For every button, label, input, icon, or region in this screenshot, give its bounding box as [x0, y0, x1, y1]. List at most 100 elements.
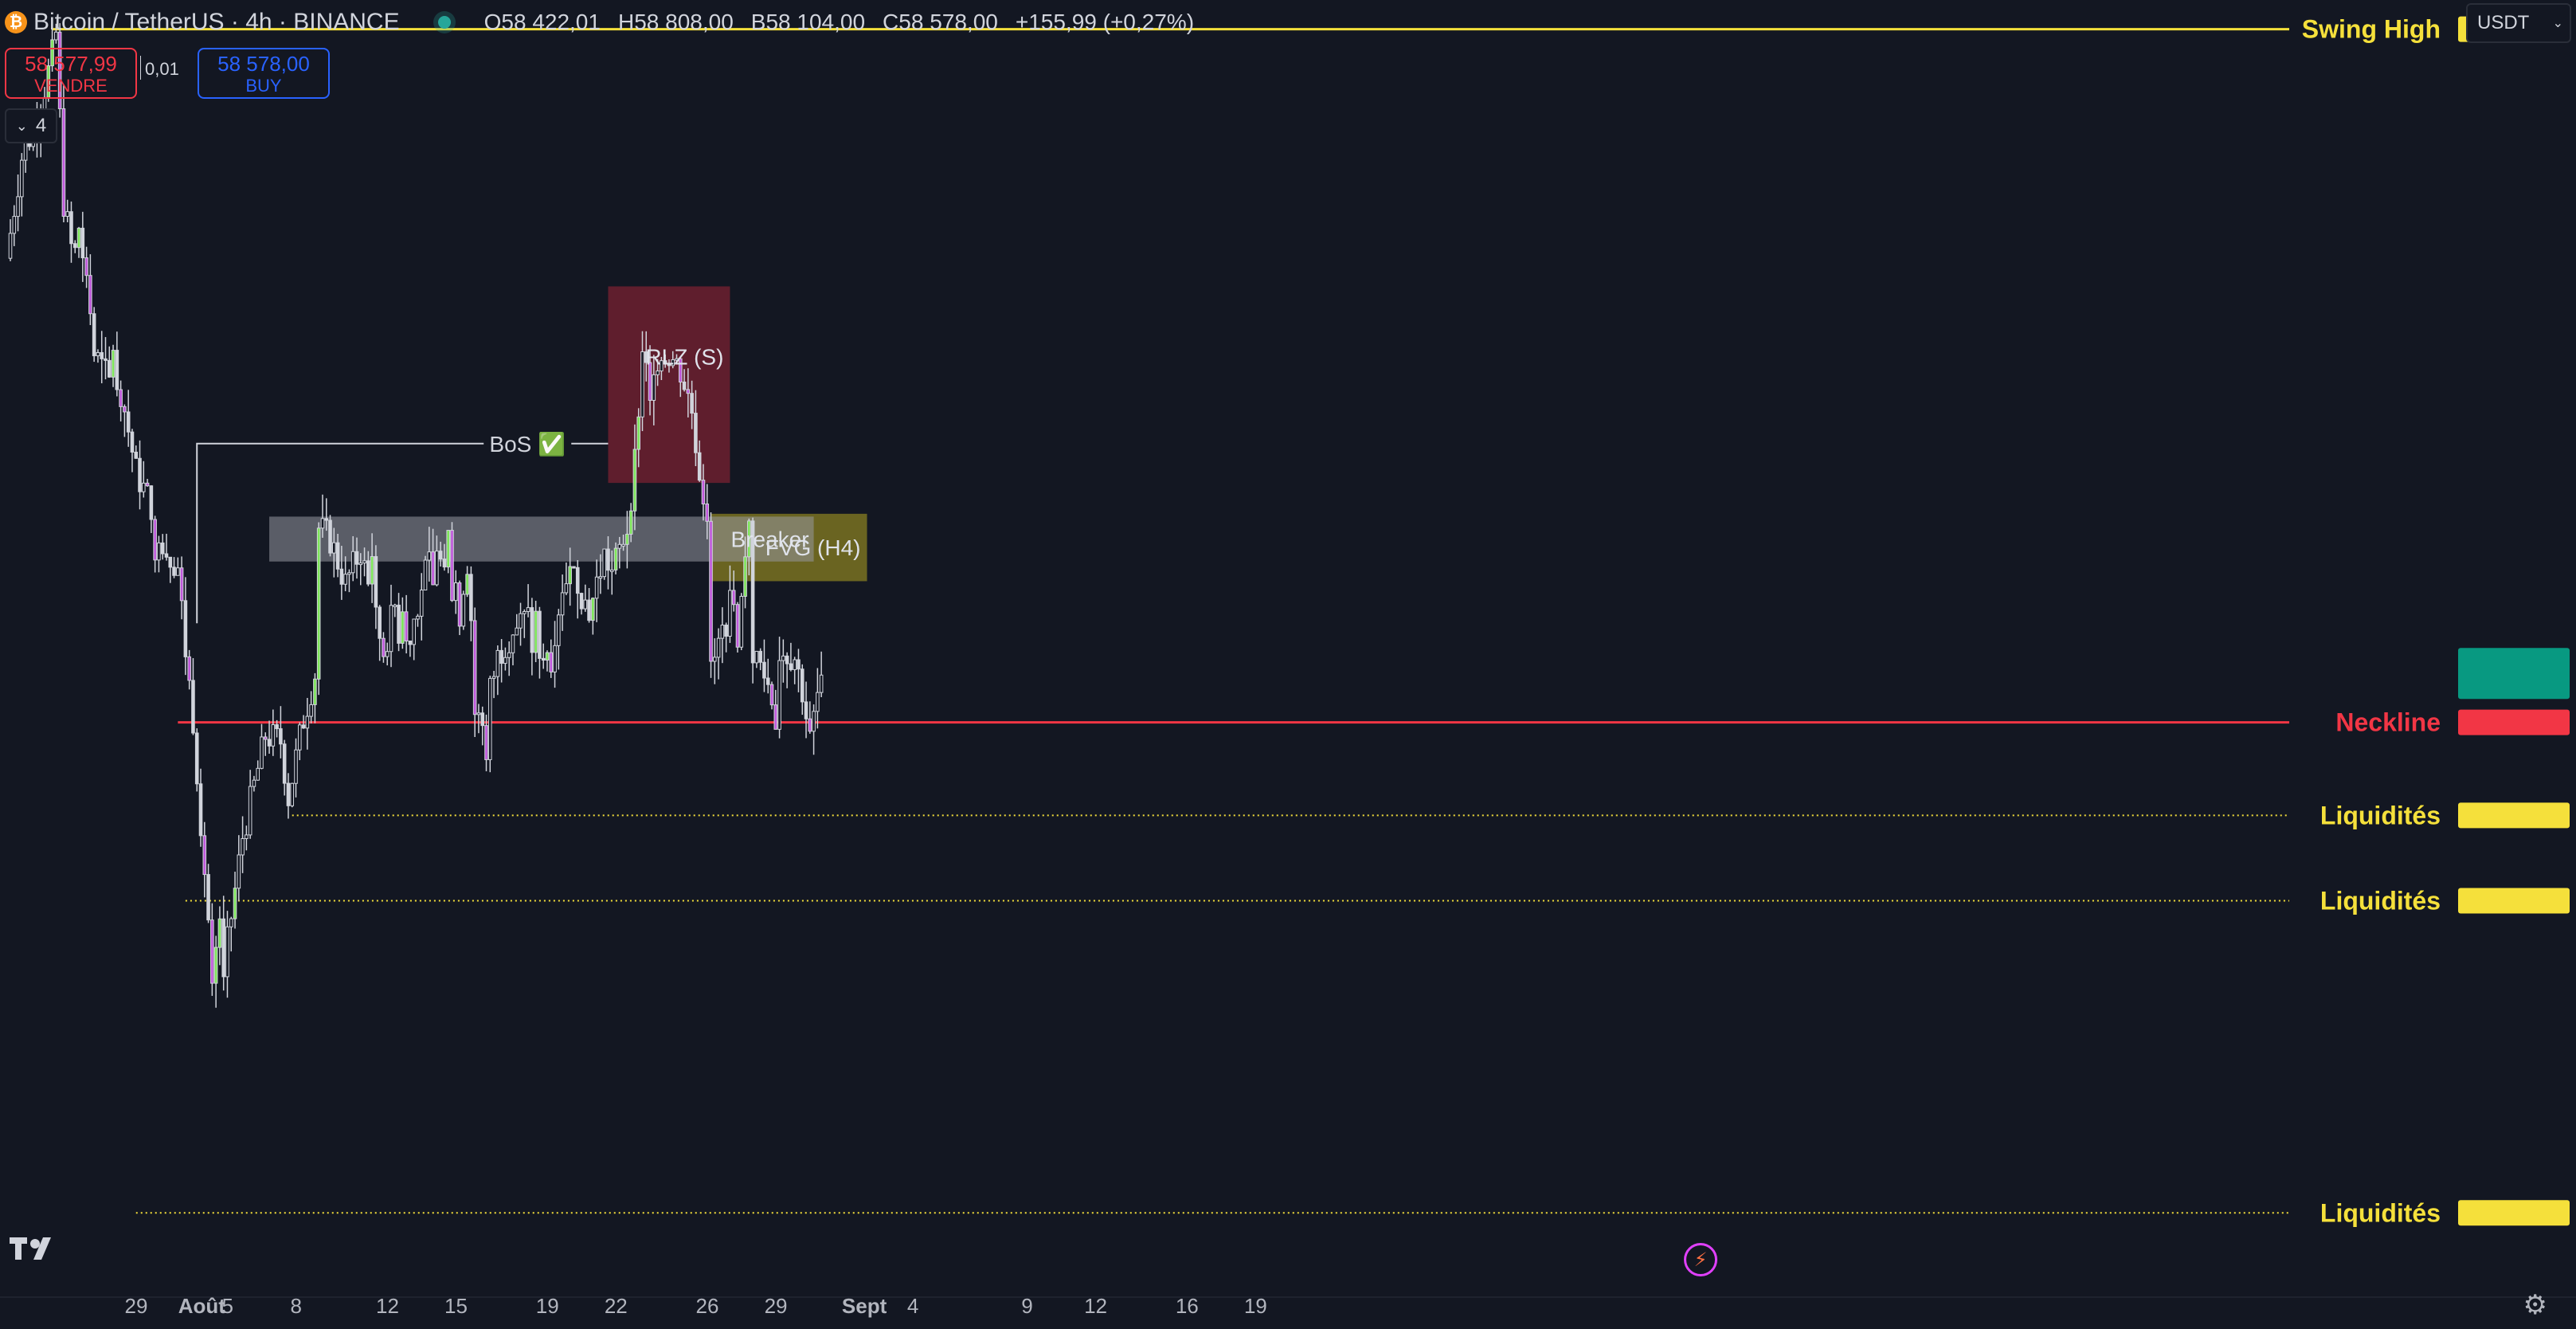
candle-body: [382, 637, 386, 657]
candle-body: [713, 657, 717, 662]
candle-body: [800, 668, 805, 703]
candle-body: [100, 352, 104, 359]
candle-body: [65, 211, 70, 217]
candle-body: [469, 574, 473, 621]
candle-body: [187, 656, 191, 681]
candle-body: [472, 620, 477, 715]
candle-body: [160, 542, 165, 555]
candle-body: [515, 627, 519, 636]
candle-body: [476, 712, 481, 715]
candle-body: [656, 370, 660, 375]
candle-body: [450, 530, 454, 602]
symbol-title[interactable]: Bitcoin / TetherUS · 4h · BINANCE: [33, 9, 400, 35]
candle-body: [282, 743, 287, 784]
candle-body: [750, 520, 755, 664]
candle-body: [271, 724, 276, 747]
candle-body: [465, 574, 469, 595]
candle-body: [526, 607, 530, 613]
gear-icon[interactable]: ⚙: [2523, 1290, 2547, 1320]
time-tick-label: 19: [1244, 1294, 1267, 1318]
ohlc-readout: O58 422,01 H58 808,00 B58 104,00 C58 578…: [484, 10, 1194, 35]
breaker-zone: [269, 516, 814, 562]
candle-body: [690, 393, 694, 414]
candle-body: [237, 854, 241, 889]
candle-body: [609, 569, 614, 572]
candle-body: [640, 351, 644, 418]
candle-body: [412, 618, 416, 645]
candle-body: [587, 599, 591, 621]
time-tick-label: 12: [1084, 1294, 1107, 1318]
candle-body: [652, 374, 656, 401]
indicator-count: 4: [35, 115, 47, 136]
indicators-toggle-button[interactable]: ⌄ 4: [5, 108, 57, 143]
candle-body: [256, 767, 260, 781]
candle-body: [279, 728, 283, 745]
candle-body: [628, 510, 633, 535]
candle-body: [613, 547, 618, 570]
candle-body: [176, 567, 180, 576]
ohlc-low-key: B: [750, 10, 766, 34]
annotation-lines: [52, 28, 2289, 1214]
candle-body: [362, 560, 366, 564]
candle-body: [697, 452, 702, 481]
chevron-down-icon: ⌄: [2552, 17, 2563, 30]
candle-body: [606, 548, 610, 571]
candle-body: [245, 834, 249, 839]
candle-body: [808, 718, 812, 732]
candle-body: [84, 257, 88, 276]
candle-body: [8, 233, 13, 259]
candle-body: [172, 566, 176, 576]
time-tick-label: Sept: [842, 1294, 887, 1318]
candle-body: [164, 553, 169, 558]
buy-button[interactable]: 58 578,00 BUY: [198, 48, 330, 99]
candle-body: [523, 611, 527, 614]
candle-body: [157, 542, 161, 561]
liquidity-label-1: Liquidités: [2320, 801, 2441, 829]
market-status-icon[interactable]: [437, 16, 451, 29]
candle-body: [487, 677, 492, 760]
candle-body: [217, 918, 222, 948]
candle-body: [564, 583, 569, 594]
candle-body: [347, 572, 351, 575]
candle-body: [119, 389, 123, 407]
candle-body: [594, 576, 599, 599]
ohlc-low-value: 58 104,00: [765, 10, 866, 34]
candle-body: [50, 39, 54, 67]
candle-body: [92, 313, 96, 357]
candle-body: [781, 655, 785, 661]
tradingview-logo-icon: [10, 1237, 51, 1260]
lightning-icon[interactable]: ⚡: [1684, 1243, 1717, 1276]
candle-body: [431, 551, 435, 586]
symbol-header: ₿ Bitcoin / TetherUS · 4h · BINANCE O58 …: [0, 0, 1194, 45]
candle-body: [549, 652, 554, 672]
candle-body: [678, 358, 683, 382]
candle-body: [115, 350, 119, 390]
spread-divider: [140, 56, 141, 80]
tradingview-logo[interactable]: [10, 1232, 62, 1272]
bitcoin-icon: ₿: [5, 11, 27, 33]
buy-price: 58 578,00: [217, 52, 310, 76]
candle-body: [153, 519, 157, 561]
time-tick-label: 15: [444, 1294, 468, 1318]
candle-body: [252, 779, 256, 787]
sell-button[interactable]: 58 577,99 VENDRE: [5, 48, 137, 99]
candle-body: [297, 724, 302, 751]
candle-body: [350, 551, 355, 574]
candle-body: [198, 783, 203, 837]
candle-body: [404, 611, 409, 641]
candle-body: [621, 543, 625, 547]
candle-body: [785, 655, 789, 664]
candle-body: [568, 566, 572, 585]
liquidity-price-tag-3-bg: [2458, 1200, 2570, 1226]
currency-select[interactable]: USDT ⌄: [2466, 3, 2571, 43]
candle-body: [731, 590, 736, 606]
candle-body: [194, 732, 199, 785]
candle-body: [484, 725, 488, 760]
spread-value: 0,01: [145, 59, 179, 79]
candle-body: [789, 663, 793, 670]
candle-body: [202, 835, 207, 876]
candle-body: [495, 649, 500, 677]
candle-body: [819, 674, 824, 693]
time-tick-label: 29: [765, 1294, 788, 1318]
